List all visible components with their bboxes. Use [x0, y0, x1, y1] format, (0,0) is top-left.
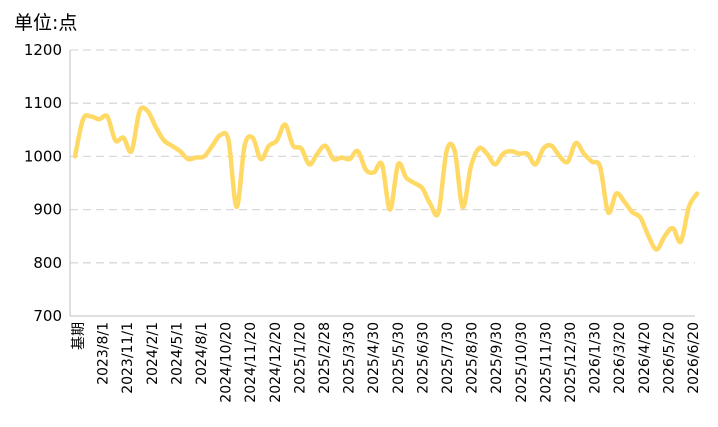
x-tick-label: 2024/5/1: [169, 322, 185, 385]
x-tick-label: 2023/11/1: [120, 322, 136, 394]
x-tick-label: 2025/11/30: [538, 322, 554, 403]
y-tick-labels: 700 800 900 1000 1100 1200: [24, 41, 62, 325]
y-tick-label: 1000: [24, 147, 62, 165]
x-tick-label: 2023/8/1: [96, 322, 112, 385]
y-tick-label: 700: [33, 307, 62, 325]
x-tick-label: 2024/12/20: [268, 322, 284, 403]
x-tick-label: 2026/5/20: [661, 322, 677, 394]
y-tick-label: 800: [33, 254, 62, 272]
x-tick-label: 2025/10/30: [514, 322, 530, 403]
x-tick-label: 2026/6/20: [686, 322, 702, 394]
x-tick-label: 2025/6/30: [415, 322, 431, 394]
x-tick-label: 2026/1/30: [588, 322, 604, 394]
x-tick-label: 2025/8/30: [465, 322, 481, 394]
x-tick-label: 2026/3/20: [612, 322, 628, 394]
x-tick-labels: 基期 2023/8/1 2023/11/1 2024/2/1 2024/5/1 2024/…: [70, 322, 702, 403]
x-tick-label: 2024/11/20: [243, 322, 259, 403]
x-tick-label: 基期: [70, 322, 87, 350]
series-line-0: [72, 105, 700, 252]
x-tick-label: 2025/4/30: [366, 322, 382, 394]
x-tick-label: 2025/7/30: [440, 322, 456, 394]
x-tick-label: 2025/3/30: [342, 322, 358, 394]
y-tick-label: 900: [33, 201, 62, 219]
gridlines: [70, 49, 695, 264]
x-tick-label: 2026/4/20: [637, 322, 653, 394]
x-tick-label: 2025/12/30: [563, 322, 579, 403]
x-tick-label: 2025/9/30: [489, 322, 505, 394]
x-tick-label: 2025/1/20: [292, 322, 308, 394]
x-tick-label: 2024/2/1: [145, 322, 161, 385]
unit-label: 单位:点: [14, 12, 78, 34]
x-tick-label: 2024/10/20: [219, 322, 235, 403]
x-tick-label: 2025/2/28: [317, 322, 333, 394]
y-tick-label: 1100: [24, 94, 62, 112]
x-tick-label: 2024/8/1: [194, 322, 210, 385]
series-group: [72, 105, 700, 252]
y-tick-label: 1200: [24, 41, 62, 59]
x-tick-label: 2025/5/30: [391, 322, 407, 394]
